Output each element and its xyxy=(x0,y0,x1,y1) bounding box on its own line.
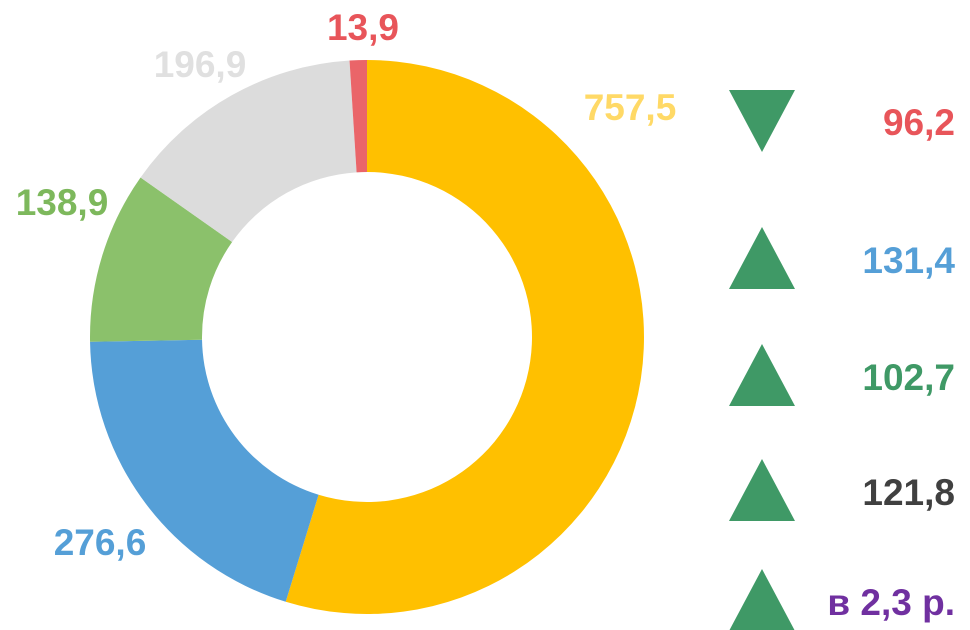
donut-segment xyxy=(90,177,233,342)
indicator-label: в 2,3 р. xyxy=(827,582,955,623)
data-label: 13,9 xyxy=(327,7,399,48)
data-label: 138,9 xyxy=(16,182,109,223)
data-label: 757,5 xyxy=(584,87,677,128)
trend-arrow xyxy=(729,569,795,630)
data-label: 276,6 xyxy=(54,522,147,563)
indicator-label: 102,7 xyxy=(862,357,955,398)
data-label: 196,9 xyxy=(154,44,247,85)
donut-segment xyxy=(140,60,357,242)
indicator-label: 121,8 xyxy=(862,472,955,513)
donut-segment xyxy=(90,339,319,602)
trend-arrow xyxy=(729,90,795,152)
trend-arrow xyxy=(729,227,795,289)
donut-segment xyxy=(349,60,367,173)
trend-arrow xyxy=(729,459,795,521)
donut-segment xyxy=(285,60,645,615)
trend-arrow xyxy=(729,344,795,406)
indicator-label: 96,2 xyxy=(883,102,955,143)
indicator-label: 131,4 xyxy=(862,240,955,281)
